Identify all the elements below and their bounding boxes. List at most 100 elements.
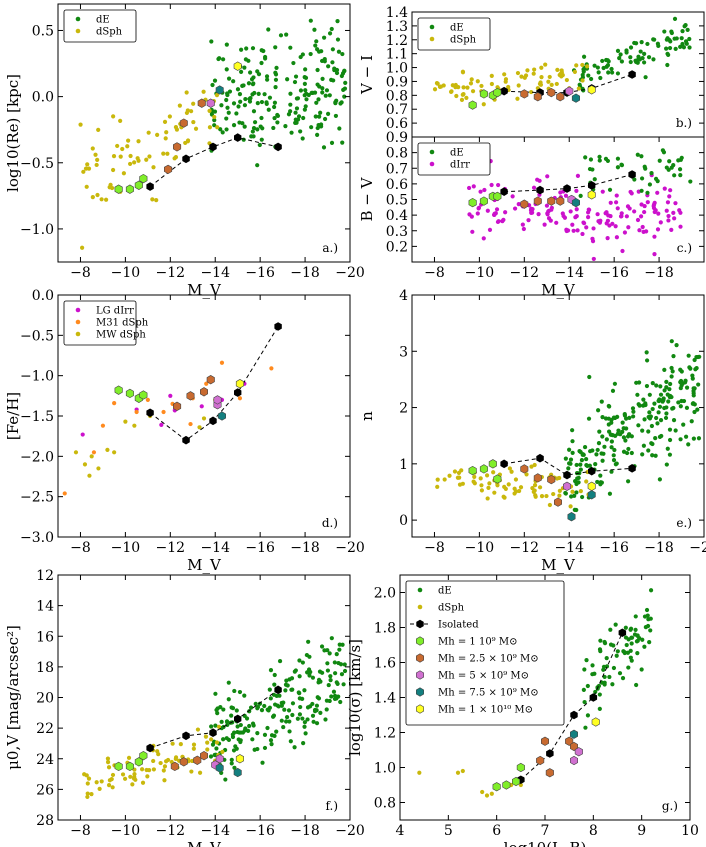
data-point — [292, 79, 298, 85]
legend-label: Mh = 1 × 10¹⁰ M⊙ — [438, 705, 533, 716]
panel-label: g.) — [662, 799, 678, 813]
data-point — [207, 125, 213, 130]
isolated-marker — [182, 154, 190, 164]
data-point — [666, 213, 671, 219]
series-mh-1e9 — [114, 751, 148, 772]
data-point — [640, 428, 645, 433]
data-point — [105, 447, 110, 452]
data-point — [669, 394, 674, 400]
data-point — [232, 688, 237, 694]
data-point — [85, 791, 90, 796]
legend-box — [417, 142, 491, 176]
halo-marker — [233, 767, 242, 778]
data-point — [215, 711, 220, 716]
data-point — [81, 169, 86, 174]
data-point — [297, 691, 302, 696]
data-point — [649, 423, 655, 429]
data-point — [244, 716, 250, 721]
data-point — [331, 689, 337, 694]
data-point — [652, 401, 657, 406]
data-point — [662, 29, 667, 34]
halo-marker — [587, 481, 596, 491]
halo-marker — [173, 401, 182, 411]
data-point — [118, 154, 123, 159]
data-point — [333, 113, 339, 119]
legend-item: Mh = 1 10⁹ M⊙ — [416, 636, 518, 648]
data-point — [647, 392, 652, 397]
data-point — [696, 382, 701, 387]
isolated-line — [149, 689, 279, 749]
data-point — [687, 365, 692, 370]
x-tick-label: −12 — [156, 540, 186, 556]
data-point — [609, 432, 614, 437]
data-point — [525, 68, 530, 73]
data-point — [683, 434, 689, 439]
data-point — [597, 706, 602, 711]
data-point — [306, 639, 311, 644]
legend-box — [405, 580, 565, 726]
data-point — [600, 434, 605, 439]
data-point — [272, 100, 278, 105]
halo-marker — [547, 87, 556, 98]
data-point — [544, 493, 549, 499]
halo-marker — [502, 780, 511, 790]
data-point — [238, 722, 243, 728]
data-point — [547, 502, 552, 508]
x-tick-label: −8 — [424, 540, 445, 556]
data-point — [595, 65, 600, 70]
data-point — [679, 155, 684, 160]
data-point — [566, 466, 571, 471]
data-point — [533, 494, 538, 499]
data-point — [100, 423, 106, 428]
data-point — [432, 87, 438, 92]
data-point — [628, 59, 633, 65]
y-tick-label: 0.4 — [386, 208, 408, 224]
data-point — [465, 85, 470, 90]
data-point — [610, 221, 615, 226]
isolated-marker — [234, 388, 242, 397]
data-point — [96, 466, 101, 471]
data-point — [195, 727, 201, 732]
data-point — [676, 158, 681, 163]
data-point — [485, 208, 490, 213]
legend-dot-icon — [75, 307, 81, 313]
data-point — [503, 77, 509, 82]
data-point — [575, 228, 580, 233]
data-point — [317, 114, 322, 119]
data-point — [145, 397, 150, 402]
y-tick-label: 3 — [399, 344, 408, 360]
data-point — [219, 103, 224, 108]
data-point — [586, 73, 591, 78]
isolated-line — [149, 137, 279, 187]
data-point — [272, 104, 277, 110]
data-point — [225, 92, 230, 98]
series-de — [209, 18, 348, 168]
data-point — [515, 70, 521, 76]
legend-item: dE — [75, 15, 110, 26]
data-point — [300, 136, 305, 141]
halo-marker — [570, 755, 578, 766]
data-point — [189, 769, 194, 774]
y-tick-label: 1.4 — [374, 691, 396, 707]
data-point — [332, 696, 338, 702]
data-point — [302, 724, 307, 729]
series-mh-1e10 — [591, 717, 600, 727]
data-point — [642, 51, 647, 56]
isolated-marker — [234, 133, 242, 142]
data-point — [621, 449, 627, 454]
data-point — [642, 60, 647, 65]
data-point — [118, 118, 123, 123]
data-point — [529, 464, 534, 469]
data-point — [252, 120, 258, 125]
data-point — [139, 767, 145, 772]
series-mh-1e10 — [233, 61, 242, 71]
data-point — [680, 29, 685, 34]
data-point — [666, 52, 671, 58]
data-point — [607, 187, 613, 192]
data-point — [336, 694, 341, 699]
panel-g: 4 5 6 7 8 9 10 0.8 1.0 1.2 1.4 1.6 1.8 2.0 log10(L_B) l… — [346, 574, 699, 847]
data-point — [256, 91, 261, 96]
data-point — [546, 79, 551, 84]
data-point — [489, 81, 494, 87]
data-point — [259, 48, 264, 53]
